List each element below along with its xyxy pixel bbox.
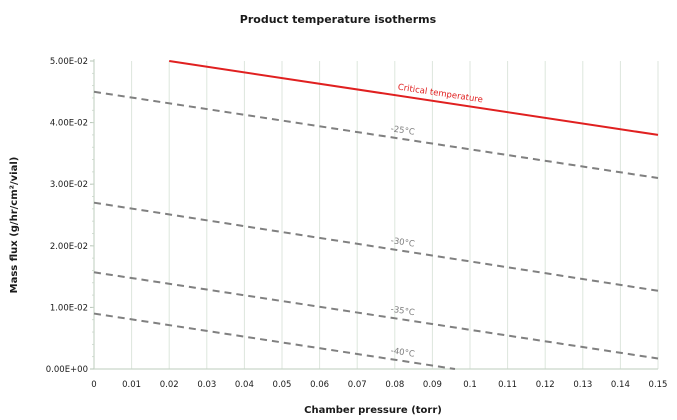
series-label: -40°C — [390, 346, 415, 360]
x-tick-label: 0.07 — [348, 380, 367, 390]
x-tick-label: 0.12 — [536, 380, 555, 390]
series-labels: Critical temperature-25°C-30°C-35°C-40°C — [390, 83, 483, 360]
axes — [90, 59, 658, 370]
series-line — [169, 60, 659, 136]
x-tick-label: 0.03 — [197, 380, 216, 390]
series-lines — [93, 60, 659, 370]
x-tick-label: 0.15 — [649, 380, 668, 390]
x-axis-label: Chamber pressure (torr) — [304, 405, 442, 416]
x-tick-label: 0.05 — [273, 380, 292, 390]
y-axis-label: Mass flux (g/hr/cm²/vial) — [9, 157, 20, 294]
series-label: -35°C — [390, 305, 415, 319]
series-line — [93, 201, 659, 292]
chart-title: Product temperature isotherms — [240, 13, 437, 26]
y-tick-label: 0.00E+00 — [46, 365, 88, 375]
x-tick-label: 0.14 — [611, 380, 630, 390]
series-line — [93, 271, 659, 360]
x-tick-label: 0.08 — [385, 380, 404, 390]
x-tick-label: 0.13 — [573, 380, 592, 390]
x-tick-label: 0.06 — [310, 380, 329, 390]
y-tick-label: 5.00E-02 — [50, 57, 88, 67]
series-line — [93, 312, 456, 370]
grid-lines — [131, 61, 659, 369]
x-tick-label: 0.11 — [498, 380, 517, 390]
x-tick-label: 0.01 — [122, 380, 141, 390]
y-tick-label: 4.00E-02 — [50, 119, 88, 129]
x-tick-label: 0.02 — [160, 380, 179, 390]
y-tick-label: 1.00E-02 — [50, 303, 88, 313]
series-label: -25°C — [390, 124, 415, 138]
y-tick-label: 2.00E-02 — [50, 242, 88, 252]
x-tick-label: 0.1 — [463, 380, 477, 390]
series-label: -30°C — [390, 236, 415, 250]
series-line — [93, 90, 659, 180]
x-tick-label: 0.09 — [423, 380, 442, 390]
x-tick-labels: 0 0.01 0.02 0.03 0.04 0.05 0.06 0.07 0.08 0.09 0.1… — [91, 380, 667, 390]
x-tick-label: 0.04 — [235, 380, 254, 390]
y-tick-label: 3.00E-02 — [50, 180, 88, 190]
y-tick-labels: 0.00E+00 1.00E-02 2.00E-02 3.00E-02 4.00E-02… — [46, 57, 88, 375]
x-tick-label: 0 — [91, 380, 96, 390]
